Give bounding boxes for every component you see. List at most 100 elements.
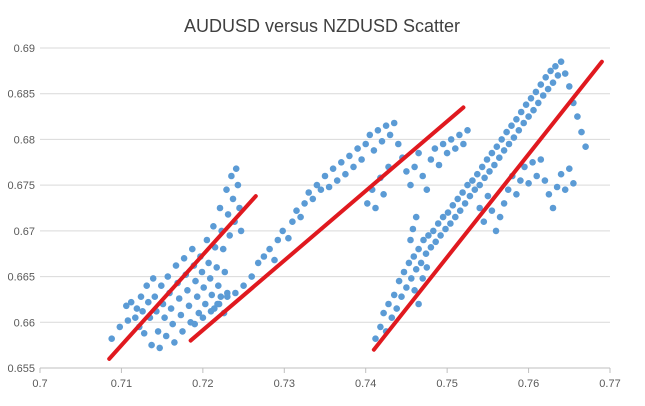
data-point xyxy=(510,134,518,141)
data-point xyxy=(493,143,501,150)
data-point xyxy=(232,289,239,297)
data-point xyxy=(200,284,207,291)
data-point xyxy=(407,181,414,189)
data-point xyxy=(492,227,500,235)
data-point xyxy=(513,116,520,123)
data-point xyxy=(430,227,437,235)
data-point xyxy=(533,172,540,180)
data-point xyxy=(508,122,515,129)
data-point xyxy=(206,275,214,282)
data-point xyxy=(403,168,410,175)
data-point xyxy=(537,156,545,163)
data-point xyxy=(527,95,535,102)
data-point xyxy=(185,302,193,310)
trendlines xyxy=(107,59,604,361)
data-point xyxy=(529,159,536,166)
data-point xyxy=(582,143,589,150)
y-tick-label: 0.68 xyxy=(14,134,35,146)
data-point xyxy=(480,218,488,225)
x-tick-label: 0.7 xyxy=(32,378,47,390)
data-point xyxy=(342,170,349,178)
data-point xyxy=(452,145,459,152)
data-point xyxy=(549,79,557,86)
data-point xyxy=(517,108,525,116)
data-point xyxy=(154,328,162,335)
data-point xyxy=(474,170,481,178)
data-point xyxy=(382,122,390,129)
data-point xyxy=(444,209,452,216)
data-point xyxy=(449,202,457,209)
data-point xyxy=(232,165,240,172)
data-point xyxy=(522,101,530,108)
data-point xyxy=(398,293,405,301)
data-point xyxy=(139,308,146,315)
data-point xyxy=(213,264,220,271)
data-point xyxy=(456,207,464,214)
data-point xyxy=(390,291,398,299)
data-point xyxy=(561,186,569,193)
data-point xyxy=(266,245,273,253)
data-point xyxy=(437,232,444,239)
data-point xyxy=(513,191,520,198)
data-point xyxy=(464,127,471,134)
x-tick-label: 0.73 xyxy=(274,378,295,390)
data-point xyxy=(191,320,198,328)
data-point xyxy=(198,268,206,276)
data-point xyxy=(537,81,545,88)
data-point xyxy=(372,204,379,212)
data-point xyxy=(325,183,333,191)
y-tick-label: 0.66 xyxy=(14,317,35,329)
data-point xyxy=(461,200,469,207)
data-point xyxy=(271,256,278,264)
data-point xyxy=(370,147,378,154)
data-point xyxy=(124,317,132,324)
data-point xyxy=(207,308,215,315)
data-point xyxy=(350,163,357,171)
data-point xyxy=(423,186,431,193)
data-point xyxy=(466,192,474,200)
data-point xyxy=(133,305,141,312)
data-point xyxy=(116,323,124,331)
data-point xyxy=(544,85,552,93)
data-point xyxy=(407,236,414,244)
chart-title: AUDUSD versus NZDUSD Scatter xyxy=(184,16,460,36)
y-tick-label: 0.67 xyxy=(14,226,35,238)
gridlines xyxy=(40,47,610,323)
data-point xyxy=(333,177,341,184)
data-point xyxy=(417,259,425,267)
data-point xyxy=(362,140,370,148)
data-point xyxy=(539,92,547,99)
data-point xyxy=(151,293,159,301)
data-point xyxy=(395,140,402,148)
data-point xyxy=(274,236,282,244)
data-point xyxy=(179,328,186,335)
data-point xyxy=(456,131,463,139)
data-point xyxy=(289,218,296,225)
data-point xyxy=(505,140,513,148)
data-point xyxy=(143,282,150,290)
data-point xyxy=(488,207,496,214)
data-point xyxy=(364,200,371,207)
data-point xyxy=(372,335,379,343)
x-tick-label: 0.71 xyxy=(111,378,132,390)
data-point xyxy=(374,127,382,134)
data-point xyxy=(195,309,203,317)
data-point xyxy=(541,177,549,184)
data-point xyxy=(557,170,565,178)
data-point xyxy=(554,72,562,79)
data-point xyxy=(427,156,435,163)
data-point xyxy=(520,119,527,127)
data-point xyxy=(205,259,212,267)
data-point xyxy=(226,232,233,239)
data-point xyxy=(476,204,484,212)
data-point xyxy=(193,293,201,301)
data-point xyxy=(408,275,415,282)
data-point xyxy=(442,225,449,233)
data-point xyxy=(167,305,175,312)
data-point xyxy=(570,180,577,187)
data-point xyxy=(108,335,115,343)
data-point xyxy=(459,189,466,196)
data-point xyxy=(574,113,581,120)
data-point xyxy=(378,138,386,145)
